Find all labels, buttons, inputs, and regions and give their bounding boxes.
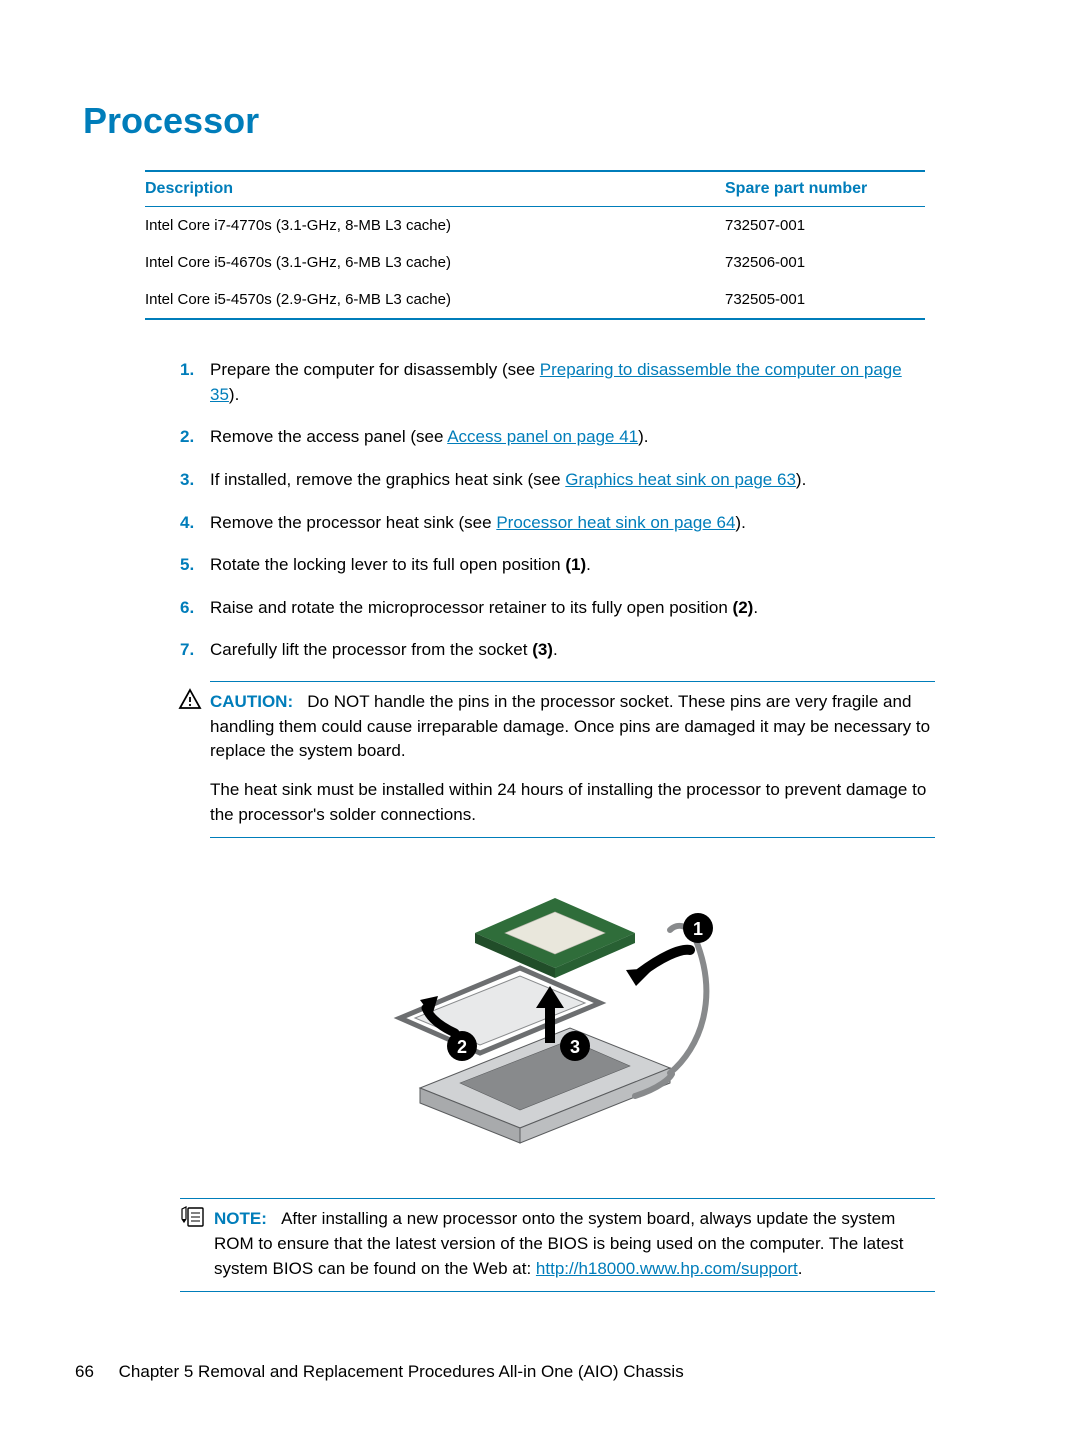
step-text: If installed, remove the graphics heat s…	[210, 470, 565, 489]
step-item: Remove the processor heat sink (see Proc…	[180, 511, 935, 536]
step-item: Remove the access panel (see Access pane…	[180, 425, 935, 450]
callout-label: 1	[693, 919, 703, 939]
table-row: Intel Core i5-4570s (2.9-GHz, 6-MB L3 ca…	[145, 281, 925, 318]
step-item: Carefully lift the processor from the so…	[180, 638, 935, 663]
table-header-row: Description Spare part number	[145, 172, 925, 207]
step-text: .	[553, 640, 558, 659]
note-text: .	[798, 1259, 803, 1278]
step-text: Carefully lift the processor from the so…	[210, 640, 532, 659]
table-row: Intel Core i7-4770s (3.1-GHz, 8-MB L3 ca…	[145, 207, 925, 244]
note-icon	[180, 1205, 206, 1229]
step-text: Raise and rotate the microprocessor reta…	[210, 598, 733, 617]
step-item: Rotate the locking lever to its full ope…	[180, 553, 935, 578]
page-number: 66	[75, 1362, 94, 1381]
chapter-title: Chapter 5 Removal and Replacement Proced…	[119, 1362, 684, 1381]
callout-label: 2	[457, 1037, 467, 1057]
link-access-panel[interactable]: Access panel on page 41	[447, 427, 638, 446]
cell-description: Intel Core i7-4770s (3.1-GHz, 8-MB L3 ca…	[145, 217, 725, 234]
step-text: ).	[229, 385, 239, 404]
step-text: ).	[735, 513, 745, 532]
page-footer: 66 Chapter 5 Removal and Replacement Pro…	[75, 1362, 684, 1382]
caution-block: CAUTION: Do NOT handle the pins in the p…	[210, 681, 935, 838]
steps-list: Prepare the computer for disassembly (se…	[180, 358, 935, 663]
step-item: Raise and rotate the microprocessor reta…	[180, 596, 935, 621]
caution-text: The heat sink must be installed within 2…	[210, 778, 935, 827]
step-ref: (1)	[565, 555, 586, 574]
step-text: Remove the processor heat sink (see	[210, 513, 496, 532]
step-text: Remove the access panel (see	[210, 427, 447, 446]
header-spare-number: Spare part number	[725, 180, 925, 198]
step-text: Prepare the computer for disassembly (se…	[210, 360, 540, 379]
cell-description: Intel Core i5-4570s (2.9-GHz, 6-MB L3 ca…	[145, 291, 725, 308]
caution-icon	[178, 688, 202, 712]
step-text: Rotate the locking lever to its full ope…	[210, 555, 565, 574]
processor-diagram: 1 2 3	[340, 878, 740, 1158]
step-item: If installed, remove the graphics heat s…	[180, 468, 935, 493]
step-item: Prepare the computer for disassembly (se…	[180, 358, 935, 407]
callout-label: 3	[570, 1037, 580, 1057]
page-title: Processor	[83, 100, 1005, 142]
caution-label: CAUTION:	[210, 692, 293, 711]
cell-number: 732507-001	[725, 217, 925, 234]
header-description: Description	[145, 180, 725, 198]
step-text: .	[586, 555, 591, 574]
note-label: NOTE:	[214, 1209, 267, 1228]
caution-text: Do NOT handle the pins in the processor …	[210, 692, 930, 760]
link-graphics-heatsink[interactable]: Graphics heat sink on page 63	[565, 470, 796, 489]
cell-description: Intel Core i5-4670s (3.1-GHz, 6-MB L3 ca…	[145, 254, 725, 271]
step-ref: (2)	[733, 598, 754, 617]
note-block: NOTE: After installing a new processor o…	[180, 1198, 935, 1292]
cell-number: 732505-001	[725, 291, 925, 308]
step-ref: (3)	[532, 640, 553, 659]
step-text: ).	[638, 427, 648, 446]
link-processor-heatsink[interactable]: Processor heat sink on page 64	[496, 513, 735, 532]
step-text: .	[753, 598, 758, 617]
table-row: Intel Core i5-4670s (3.1-GHz, 6-MB L3 ca…	[145, 244, 925, 281]
step-text: ).	[796, 470, 806, 489]
link-support[interactable]: http://h18000.www.hp.com/support	[536, 1259, 798, 1278]
parts-table: Description Spare part number Intel Core…	[145, 170, 925, 320]
cell-number: 732506-001	[725, 254, 925, 271]
